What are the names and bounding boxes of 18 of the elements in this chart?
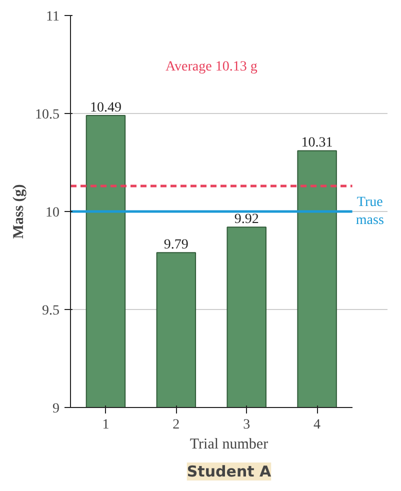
data-label: 9.92: [234, 212, 259, 228]
ref-line-label: Average 10.13 g: [165, 59, 258, 74]
x-axis-title: Trial number: [190, 436, 268, 452]
text: Student A: [186, 462, 272, 480]
data-label: 9.79: [164, 238, 188, 253]
x-tick-label: 4: [314, 418, 321, 432]
y-tick-label: 11: [46, 10, 60, 24]
data-label: 10.49: [90, 100, 122, 116]
y-tick-label: 9: [52, 402, 60, 416]
y-tick-label: 9.5: [42, 304, 60, 318]
y-axis-title: Mass (g): [11, 184, 27, 239]
x-tick-label: 1: [102, 418, 110, 432]
x-tick-label: 3: [243, 418, 250, 432]
data-label: 10.31: [301, 136, 333, 151]
x-tick-label: 2: [172, 418, 180, 432]
ref-line-label: True mass: [356, 195, 384, 228]
y-tick-label: 10: [46, 206, 60, 220]
y-tick-label: 10.5: [35, 108, 60, 122]
